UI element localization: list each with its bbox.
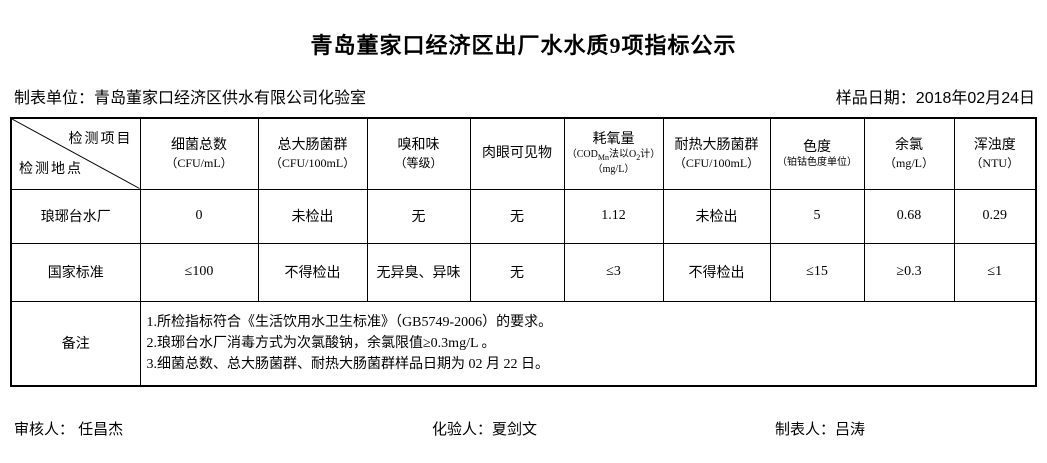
preparer-name: 制表人：吕涛 bbox=[775, 421, 866, 438]
cell-value: 0.68 bbox=[863, 188, 955, 244]
cell-value: 无 bbox=[469, 242, 565, 302]
cell-value: 未检出 bbox=[662, 188, 771, 244]
data-row-langyatai-plant: 琅琊台水厂 0 未检出 无 无 1.12 未检出 5 0.68 0.29 bbox=[10, 188, 1037, 244]
oxygen-consumption-unit: （CODMn法以O2计）（mg/L） bbox=[566, 149, 661, 176]
col-header-residual-chlorine: 余氯 （mg/L） bbox=[863, 117, 955, 190]
cell-value: 无 bbox=[366, 188, 471, 244]
col-header-chromaticity: 色度 （铂钴色度单位） bbox=[769, 117, 865, 190]
cell-value: ≥0.3 bbox=[863, 242, 955, 302]
cell-value: 1.12 bbox=[563, 188, 664, 244]
prepared-by-unit: 制表单位：青岛董家口经济区供水有限公司化验室 bbox=[14, 90, 367, 107]
col-header-total-coliform: 总大肠菌群 （CFU/100mL） bbox=[257, 117, 368, 190]
cell-value: ≤1 bbox=[953, 242, 1037, 302]
remarks-content: 1.所检指标符合《生活饮用水卫生标准》（GB5749-2006）的要求。 2.琅… bbox=[139, 300, 1037, 387]
cell-value: ≤15 bbox=[769, 242, 865, 302]
row-label-plant: 琅琊台水厂 bbox=[10, 188, 141, 244]
remarks-label: 备注 bbox=[10, 300, 141, 387]
col-header-odor-taste: 嗅和味 （等级） bbox=[366, 117, 471, 190]
data-row-national-standard: 国家标准 ≤100 不得检出 无异臭、异味 无 ≤3 不得检出 ≤15 ≥0.3… bbox=[10, 242, 1037, 302]
diagonal-divider bbox=[12, 119, 139, 188]
sample-date: 样品日期：2018年02月24日 bbox=[835, 90, 1035, 107]
page-title: 青岛董家口经济区出厂水水质9项指标公示 bbox=[310, 33, 737, 58]
cell-value: 无异臭、异味 bbox=[366, 242, 471, 302]
cell-value: ≤100 bbox=[139, 242, 259, 302]
cell-value: 0 bbox=[139, 188, 259, 244]
cell-value: ≤3 bbox=[563, 242, 664, 302]
cell-value: 未检出 bbox=[257, 188, 368, 244]
row-label-standard: 国家标准 bbox=[10, 242, 141, 302]
reviewer-name: 审核人： 任昌杰 bbox=[14, 421, 124, 438]
remark-line-2: 2.琅琊台水厂消毒方式为次氯酸钠，余氯限值≥0.3mg/L 。 bbox=[146, 335, 496, 351]
header-row: 检测项目 检测地点 细菌总数 （CFU/mL） 总大肠菌群 （CFU/100mL… bbox=[10, 117, 1037, 190]
cell-value: 5 bbox=[769, 188, 865, 244]
col-header-bacteria-count: 细菌总数 （CFU/mL） bbox=[139, 117, 259, 190]
col-header-turbidity: 浑浊度 （NTU） bbox=[953, 117, 1037, 190]
tester-name: 化验人：夏剑文 bbox=[432, 421, 538, 438]
col-header-heat-resistant-coliform: 耐热大肠菌群 （CFU/100mL） bbox=[662, 117, 771, 190]
cell-value: 不得检出 bbox=[257, 242, 368, 302]
remarks-row: 备注 1.所检指标符合《生活饮用水卫生标准》（GB5749-2006）的要求。 … bbox=[10, 300, 1037, 387]
cell-value: 无 bbox=[469, 188, 565, 244]
cell-value: 0.29 bbox=[953, 188, 1037, 244]
remark-line-3: 3.细菌总数、总大肠菌群、耐热大肠菌群样品日期为 02 月 22 日。 bbox=[146, 356, 550, 372]
col-header-oxygen-consumption: 耗氧量 （CODMn法以O2计）（mg/L） bbox=[563, 117, 664, 190]
water-quality-table: 检测项目 检测地点 细菌总数 （CFU/mL） 总大肠菌群 （CFU/100mL… bbox=[10, 117, 1037, 387]
col-header-visible-matter: 肉眼可见物 bbox=[469, 117, 565, 190]
cell-value: 不得检出 bbox=[662, 242, 771, 302]
remark-line-1: 1.所检指标符合《生活饮用水卫生标准》（GB5749-2006）的要求。 bbox=[146, 314, 553, 330]
corner-cell: 检测项目 检测地点 bbox=[10, 117, 141, 190]
corner-label-items: 检测项目 bbox=[68, 132, 133, 147]
corner-label-location: 检测地点 bbox=[19, 161, 83, 177]
